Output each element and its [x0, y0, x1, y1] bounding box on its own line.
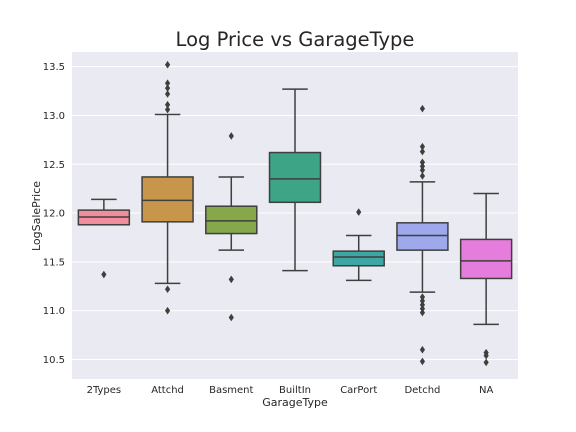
outlier-point — [164, 105, 171, 114]
box-iqr — [141, 176, 194, 223]
y-tick-label: 12.0 — [43, 209, 65, 220]
outlier-point — [419, 158, 426, 167]
outlier-point — [164, 90, 171, 98]
boxes — [77, 60, 513, 367]
outlier-point — [164, 306, 171, 315]
box-group-builtin — [268, 88, 322, 272]
outlier-point — [164, 60, 171, 69]
x-tick-label: Detchd — [404, 385, 440, 396]
box-group-carport — [332, 208, 385, 282]
outlier-point — [419, 304, 426, 313]
outlier-point — [164, 79, 171, 88]
outlier-point — [164, 84, 171, 92]
outlier-point — [101, 270, 107, 279]
y-tick-labels: 10.5 11.0 11.5 12.0 12.5 13.0 13.5 — [43, 62, 65, 366]
outlier-point — [228, 313, 234, 322]
box-group-attchd — [141, 60, 194, 315]
x-tick-label: NA — [479, 385, 493, 396]
box-iqr — [268, 151, 322, 204]
x-tick-label: BuiltIn — [279, 385, 311, 396]
y-tick-label: 13.5 — [43, 62, 65, 73]
y-tick-label: 10.5 — [43, 355, 65, 366]
outlier-point — [164, 100, 171, 109]
y-tick-label: 11.0 — [43, 306, 65, 317]
box-group-basment — [205, 132, 258, 322]
x-tick-labels: 2Types Attchd Basment BuiltIn CarPort Detchd N… — [87, 385, 494, 396]
box-iqr — [205, 205, 258, 235]
y-tick-label: 12.5 — [43, 160, 65, 171]
outlier-point — [419, 104, 426, 113]
x-tick-label: CarPort — [340, 385, 377, 396]
outlier-point — [483, 351, 489, 360]
outlier-point — [419, 142, 426, 151]
outlier-point — [228, 132, 234, 140]
outlier-point — [228, 275, 234, 284]
outlier-point — [419, 345, 426, 354]
x-tick-label: Attchd — [151, 385, 184, 396]
x-axis-label: GarageType — [262, 396, 328, 409]
box-iqr — [396, 222, 449, 251]
x-tick-label: Basment — [209, 385, 253, 396]
outlier-point — [419, 293, 426, 301]
outlier-point — [419, 301, 426, 309]
box-iqr — [332, 250, 385, 267]
box-group-detchd — [396, 104, 449, 366]
outlier-point — [419, 172, 426, 180]
box-group-na — [459, 192, 513, 367]
outlier-point — [419, 357, 426, 366]
chart-title: Log Price vs GarageType — [176, 28, 415, 51]
outlier-point — [483, 358, 489, 367]
outlier-point — [419, 297, 426, 305]
x-tick-label: 2Types — [87, 385, 122, 396]
box-iqr — [459, 238, 513, 280]
outlier-point — [164, 285, 171, 293]
box-group-2types — [77, 198, 131, 279]
outlier-point — [419, 147, 426, 156]
outlier-point — [419, 166, 426, 174]
y-axis-label: LogSalePrice — [30, 181, 43, 251]
outlier-point — [356, 208, 362, 216]
outlier-point — [419, 162, 426, 171]
outlier-point — [419, 308, 426, 317]
y-tick-label: 13.0 — [43, 111, 65, 122]
y-tick-label: 11.5 — [43, 257, 65, 268]
